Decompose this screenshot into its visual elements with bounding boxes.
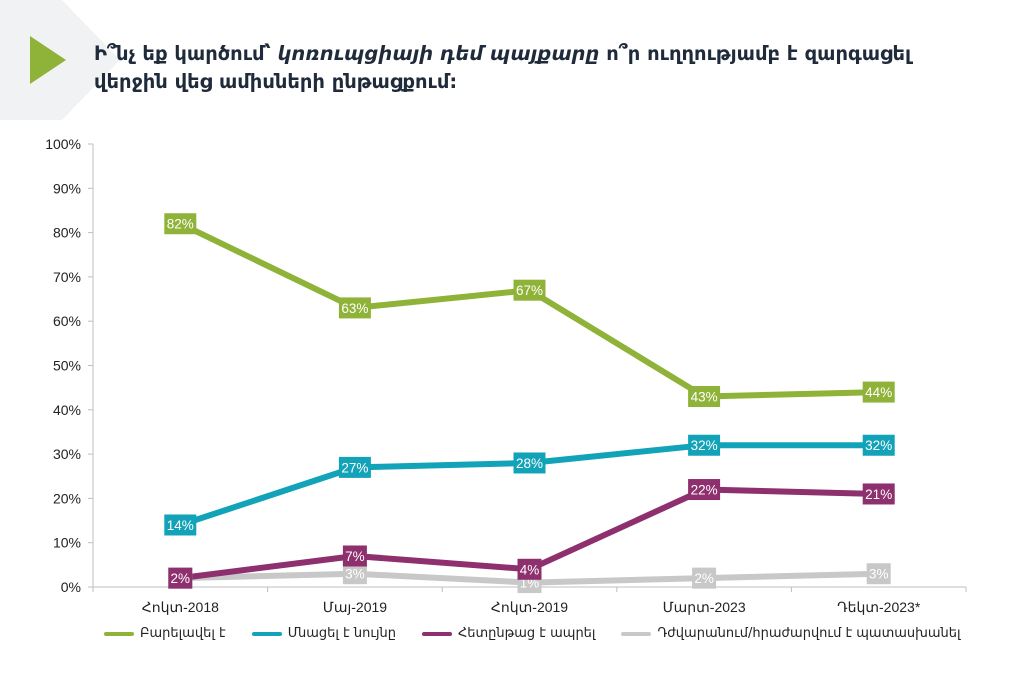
data-label: 14%: [164, 514, 197, 536]
data-label-box: [688, 386, 721, 408]
data-label-text: 67%: [516, 283, 543, 298]
chart-legend: Բարելավել է Մնացել է նույնը Հետընթաց է ապր…: [104, 626, 987, 641]
data-label-box: [513, 279, 546, 301]
data-label-text: 4%: [520, 562, 540, 577]
data-label-text: 32%: [865, 438, 892, 453]
y-tick-label: 80%: [53, 225, 81, 241]
legend-swatch: [104, 631, 134, 636]
data-label-box: [862, 434, 895, 456]
data-label-box: [862, 381, 895, 403]
data-label-text: 27%: [341, 460, 368, 475]
data-label-text: 28%: [516, 456, 543, 471]
data-label: 2%: [168, 567, 193, 589]
data-label: 22%: [688, 479, 721, 501]
data-label-box: [342, 563, 367, 585]
data-label-box: [517, 558, 542, 580]
data-label-text: 3%: [869, 567, 889, 582]
data-label: 32%: [862, 434, 895, 456]
y-tick-label: 100%: [45, 136, 81, 152]
data-label-text: 2%: [694, 571, 714, 586]
data-label-box: [338, 297, 371, 319]
data-label: 3%: [342, 563, 367, 585]
data-label-text: 22%: [691, 483, 718, 498]
data-label: 28%: [513, 452, 546, 474]
data-label: 43%: [688, 386, 721, 408]
data-label: 44%: [862, 381, 895, 403]
x-tick-label: Դեկտ-2023*: [837, 599, 921, 615]
title-part2: ո՞ր ուղղությամբ է զարգացել վերջին վեց ամ…: [94, 42, 912, 93]
y-tick-label: 70%: [53, 269, 81, 285]
data-label-text: 63%: [341, 301, 368, 316]
data-label-text: 21%: [865, 487, 892, 502]
data-label: 63%: [338, 297, 371, 319]
data-label-text: 2%: [171, 571, 191, 586]
data-label-box: [688, 434, 721, 456]
data-label: 82%: [164, 213, 197, 235]
data-label-text: 14%: [167, 518, 194, 533]
data-label-text: 44%: [865, 385, 892, 400]
data-label: 4%: [517, 558, 542, 580]
x-tick-label: Հոկտ-2019: [491, 599, 568, 615]
chart-data-labels: 2%3%1%2%3%2%7%4%22%21%14%27%28%32%32%82%…: [164, 213, 895, 594]
legend-swatch: [251, 631, 282, 636]
x-tick-label: Մայ-2019: [323, 599, 388, 615]
data-label: 3%: [866, 563, 891, 585]
data-label-box: [513, 452, 546, 474]
y-tick-label: 10%: [53, 535, 81, 551]
data-label: 2%: [692, 567, 717, 589]
data-label-box: [342, 545, 367, 567]
data-label: 32%: [688, 434, 721, 456]
chart-lines: [177, 220, 882, 586]
data-label-box: [692, 567, 717, 589]
x-tick-label: Մարտ-2023: [663, 599, 746, 615]
data-label-box: [168, 567, 193, 589]
legend-label: Հետընթաց է ապրել: [457, 626, 596, 641]
data-label-box: [862, 483, 895, 505]
data-label-text: 43%: [691, 390, 718, 405]
y-tick-label: 40%: [53, 402, 81, 418]
background-chevron: [0, 0, 120, 120]
data-label-text: 3%: [345, 567, 365, 582]
title-italic: կոռուպցիայի դեմ պայքարը: [277, 42, 600, 65]
title-arrow-icon: [30, 36, 66, 84]
data-label-box: [338, 456, 371, 478]
y-tick-label: 60%: [53, 313, 81, 329]
data-label: 7%: [342, 545, 367, 567]
y-tick-label: 30%: [53, 446, 81, 462]
legend-swatch: [621, 631, 652, 636]
data-label-box: [866, 563, 891, 585]
legend-item: Դժվարանում/հրաժարվում է պատասխանել: [621, 626, 961, 641]
legend-label: Բարելավել է: [140, 626, 226, 641]
data-label: 21%: [862, 483, 895, 505]
y-tick-label: 20%: [53, 490, 81, 506]
data-label: 67%: [513, 279, 546, 301]
legend-item: Բարելավել է: [104, 626, 226, 641]
y-tick-label: 50%: [53, 358, 81, 374]
y-tick-label: 90%: [53, 180, 81, 196]
legend-label: Մնացել է նույնը: [287, 626, 396, 641]
data-label-text: 32%: [691, 438, 718, 453]
series-line: [177, 220, 882, 400]
data-label-box: [688, 479, 721, 501]
x-tick-label: Հոկտ-2018: [142, 599, 219, 615]
legend-label: Դժվարանում/հրաժարվում է պատասխանել: [657, 626, 961, 641]
legend-swatch: [421, 631, 452, 636]
legend-item: Մնացել է նույնը: [251, 626, 396, 641]
title-part1: Ի՞նչ եք կարծում՝: [94, 42, 278, 65]
y-tick-label: 0%: [61, 579, 81, 595]
data-label: 27%: [338, 456, 371, 478]
chart-title: Ի՞նչ եք կարծում՝ կոռուպցիայի դեմ պայքարը…: [94, 40, 954, 96]
data-label-box: [164, 514, 197, 536]
legend-item: Հետընթաց է ապրել: [421, 626, 596, 641]
data-label-box: [164, 213, 197, 235]
chart-axes: 0% 10% 20% 30% 40% 50% 60% 70% 80% 90% 100% Հոկտ-20…: [45, 136, 967, 615]
data-label-text: 82%: [167, 217, 194, 232]
data-label-text: 7%: [345, 549, 365, 564]
